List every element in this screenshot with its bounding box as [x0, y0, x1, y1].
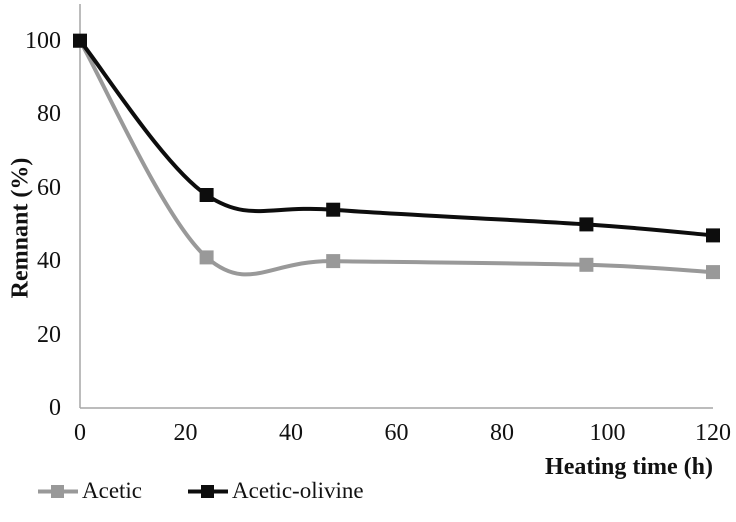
legend: Acetic Acetic-olivine: [38, 478, 364, 504]
x-tick-label: 60: [384, 420, 409, 446]
series-line-acetic-olivine: [78, 39, 714, 238]
data-point-marker-acetic-olivine: [579, 217, 594, 232]
legend-label-acetic-olivine: Acetic-olivine: [232, 478, 364, 503]
data-point-marker-acetic: [579, 257, 594, 272]
legend-item-acetic-olivine: Acetic-olivine: [188, 478, 364, 504]
data-point-marker-acetic: [199, 250, 214, 265]
y-tick-label: 80: [37, 101, 61, 128]
x-tick-label: 120: [695, 420, 731, 446]
x-tick-label: 40: [279, 420, 303, 446]
data-point-marker-acetic-olivine: [73, 33, 87, 48]
x-axis-title: Heating time (h): [545, 454, 713, 480]
y-tick-label: 20: [37, 321, 61, 348]
data-point-marker-acetic-olivine: [706, 228, 720, 243]
y-tick-label: 100: [25, 27, 61, 54]
legend-swatch-acetic-olivine: [188, 484, 229, 498]
legend-label-acetic: Acetic: [82, 478, 143, 503]
x-tick-label: 80: [490, 420, 514, 446]
data-point-marker-acetic: [706, 265, 720, 280]
y-axis-title: Remnant (%): [7, 157, 34, 299]
data-point-marker-acetic-olivine: [326, 202, 341, 217]
y-tick-label: 0: [49, 395, 61, 421]
legend-item-acetic: Acetic: [38, 478, 142, 504]
data-point-marker-acetic-olivine: [199, 188, 214, 202]
y-tick-label: 40: [37, 248, 61, 275]
y-tick-label: 60: [37, 174, 61, 201]
legend-swatch-acetic: [38, 484, 78, 498]
series-line-acetic: [78, 39, 714, 277]
data-point-marker-acetic: [326, 254, 341, 269]
x-tick-label: 20: [173, 420, 198, 446]
x-tick-label: 0: [74, 420, 86, 446]
x-tick-label: 100: [589, 420, 626, 446]
